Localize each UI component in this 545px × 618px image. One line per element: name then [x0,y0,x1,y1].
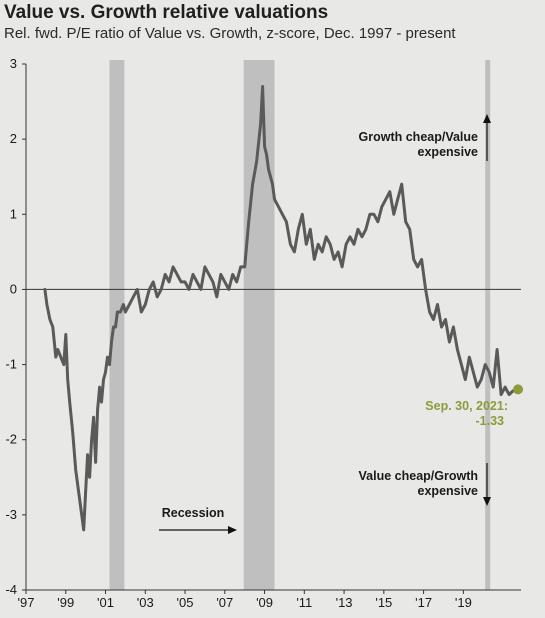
last-value-callout-date: Sep. 30, 2021: [425,399,508,413]
recession-arrow-head [228,526,237,534]
chart-subtitle: Rel. fwd. P/E ratio of Value vs. Growth,… [4,25,456,42]
y-tick-label: 2 [10,131,17,146]
growth-cheap-label-line1: Growth cheap/Value [359,130,479,144]
y-tick-label: -1 [5,357,17,372]
series-layer [43,85,524,532]
y-tick-label: -4 [5,582,17,597]
arrow-down-head [483,497,491,506]
series-line [43,85,520,532]
x-tick-label: '97 [18,595,35,610]
x-tick-label: '19 [455,595,472,610]
x-tick-label: '99 [57,595,74,610]
x-tick-label: '13 [336,595,353,610]
y-axis: 3 2 1 0 -1 -2 -3 -4 [5,56,521,597]
value-cheap-label-line2: expensive [418,484,479,498]
y-tick-label: 1 [10,206,17,221]
chart-title: Value vs. Growth relative valuations [4,2,329,23]
arrow-up-head [483,114,491,123]
x-tick-label: '11 [296,595,312,610]
last-point-marker [513,384,524,395]
x-tick-label: '15 [375,595,392,610]
y-tick-label: 0 [10,281,17,296]
y-tick-label: -2 [5,432,17,447]
y-tick-label: -3 [5,507,17,522]
x-tick-label: '01 [97,595,114,610]
last-value-callout-value: -1.33 [476,414,505,428]
x-tick-label: '07 [216,595,233,610]
x-tick-label: '09 [256,595,273,610]
x-tick-label: '05 [177,595,194,610]
value-cheap-label-line1: Value cheap/Growth [359,469,478,483]
recession-band [485,60,491,590]
x-tick-label: '17 [415,595,432,610]
recession-label: Recession [162,506,225,520]
growth-cheap-label-line2: expensive [418,145,479,159]
x-tick-label: '03 [137,595,154,610]
y-tick-label: 3 [10,56,17,71]
x-axis: '97 '99 '01 '03 '05 '07 '09 '11 '13 '15 '17 '19 [18,589,521,610]
